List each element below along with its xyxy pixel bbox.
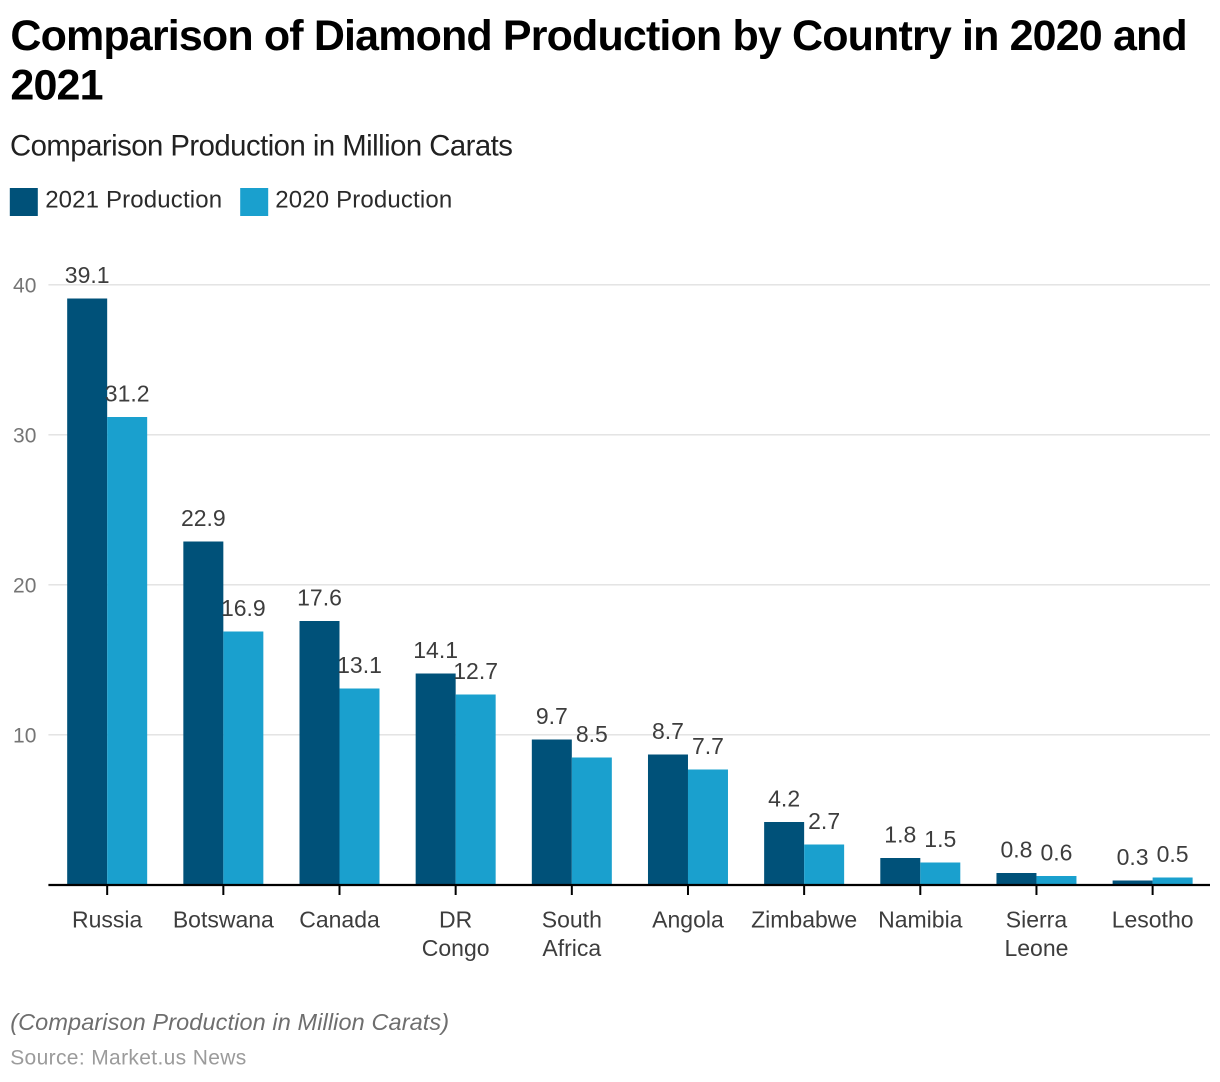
svg-text:30: 30	[13, 424, 37, 447]
svg-text:4.2: 4.2	[768, 786, 800, 812]
svg-text:16.9: 16.9	[221, 595, 266, 621]
svg-text:Lesotho: Lesotho	[1112, 907, 1194, 933]
svg-text:20: 20	[13, 574, 37, 597]
svg-text:2.7: 2.7	[808, 808, 840, 834]
svg-text:Namibia: Namibia	[878, 907, 963, 933]
svg-text:1.5: 1.5	[924, 826, 956, 852]
svg-text:17.6: 17.6	[297, 585, 342, 611]
svg-text:South: South	[542, 907, 602, 933]
svg-text:Africa: Africa	[542, 935, 601, 961]
svg-text:(Comparison Production in Mill: (Comparison Production in Million Carats…	[10, 1009, 449, 1035]
svg-text:Angola: Angola	[652, 907, 724, 933]
svg-text:2021 Production: 2021 Production	[45, 187, 222, 214]
svg-text:39.1: 39.1	[65, 262, 110, 288]
svg-text:Comparison of Diamond Producti: Comparison of Diamond Production by Coun…	[10, 12, 1186, 60]
svg-text:Botswana: Botswana	[173, 907, 274, 933]
svg-text:Source: Market.us News: Source: Market.us News	[10, 1047, 246, 1070]
svg-text:Russia: Russia	[72, 907, 143, 933]
svg-text:Zimbabwe: Zimbabwe	[751, 907, 857, 933]
svg-text:12.7: 12.7	[453, 658, 498, 684]
svg-text:Leone: Leone	[1004, 935, 1068, 961]
svg-text:Sierra: Sierra	[1006, 907, 1068, 933]
svg-text:14.1: 14.1	[413, 637, 458, 663]
svg-text:22.9: 22.9	[181, 505, 226, 531]
svg-text:DR: DR	[439, 907, 472, 933]
svg-text:13.1: 13.1	[337, 652, 382, 678]
svg-text:Canada: Canada	[299, 907, 380, 933]
svg-text:0.3: 0.3	[1117, 844, 1149, 870]
svg-text:40: 40	[13, 274, 37, 297]
svg-text:10: 10	[13, 724, 37, 747]
svg-text:8.5: 8.5	[576, 721, 608, 747]
svg-text:7.7: 7.7	[692, 733, 724, 759]
svg-text:Congo: Congo	[422, 935, 490, 961]
svg-text:1.8: 1.8	[884, 822, 916, 848]
svg-text:Comparison Production in Milli: Comparison Production in Million Carats	[10, 130, 512, 163]
svg-text:31.2: 31.2	[105, 381, 150, 407]
svg-text:8.7: 8.7	[652, 718, 684, 744]
svg-text:0.8: 0.8	[1000, 837, 1032, 863]
svg-text:0.5: 0.5	[1157, 841, 1189, 867]
svg-text:0.6: 0.6	[1040, 840, 1072, 866]
svg-text:2020 Production: 2020 Production	[275, 187, 452, 214]
svg-text:9.7: 9.7	[536, 703, 568, 729]
svg-text:2021: 2021	[10, 62, 102, 110]
